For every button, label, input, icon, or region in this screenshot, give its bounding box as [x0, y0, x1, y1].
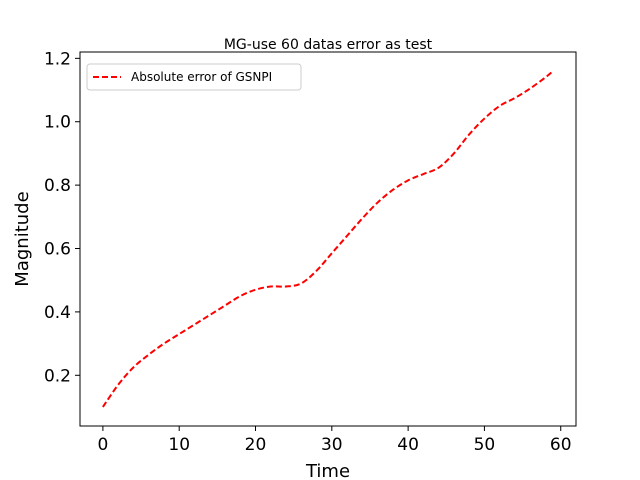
legend-box [86, 63, 302, 91]
x-tick-label: 50 [474, 435, 496, 455]
y-tick-label: 0.6 [44, 240, 71, 260]
x-axis: 0 10 20 30 40 50 60 [97, 426, 572, 455]
x-tick-label: 10 [168, 435, 190, 455]
plot-area [79, 51, 577, 427]
x-tick-label: 40 [397, 435, 419, 455]
legend: Absolute error of GSNPI [86, 63, 302, 91]
y-tick-label: 0.2 [44, 366, 71, 386]
y-tick-label: 1.2 [44, 49, 71, 69]
y-tick-label: 0.4 [44, 303, 71, 323]
legend-label: Absolute error of GSNPI [131, 70, 272, 84]
x-tick-label: 60 [550, 435, 572, 455]
y-tick-label: 0.8 [44, 176, 71, 196]
x-axis-label: Time [305, 461, 350, 480]
y-axis-label: Magnitude [12, 191, 33, 286]
y-axis: 0.2 0.4 0.6 0.8 1.0 1.2 [44, 49, 80, 386]
chart-title: MG-use 60 datas error as test [224, 37, 433, 53]
y-tick-label: 1.0 [44, 113, 71, 133]
x-tick-label: 20 [245, 435, 267, 455]
series-line [102, 70, 554, 408]
plot-frame [79, 51, 577, 427]
x-tick-label: 0 [97, 435, 108, 455]
x-tick-label: 30 [321, 435, 343, 455]
series-layer [102, 70, 554, 408]
